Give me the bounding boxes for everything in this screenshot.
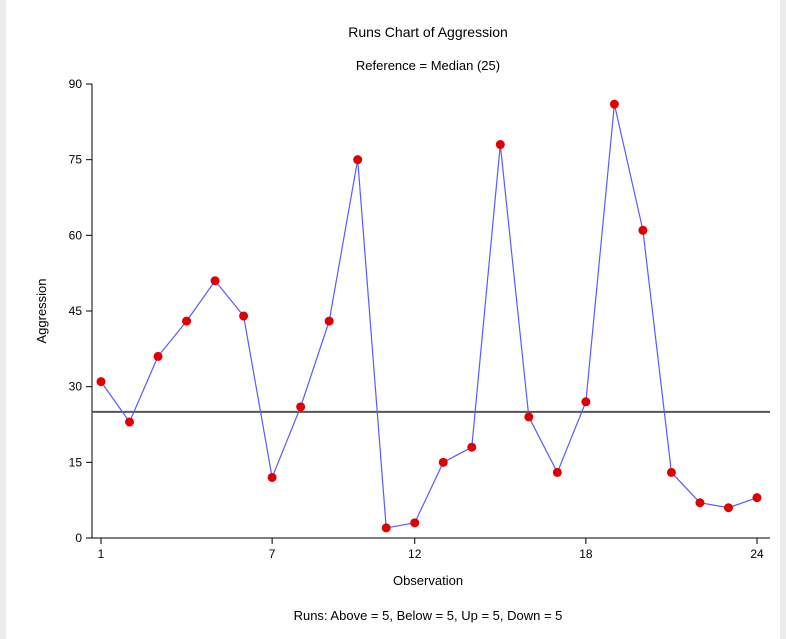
data-point: [125, 417, 135, 427]
data-point: [695, 498, 705, 508]
chart-title: Runs Chart of Aggression: [348, 24, 508, 40]
data-point: [581, 397, 591, 407]
x-axis-label: Observation: [393, 573, 463, 588]
series-line: [100, 104, 758, 529]
data-point: [96, 377, 106, 387]
data-point: [752, 493, 762, 503]
data-point: [666, 467, 676, 477]
data-point: [609, 99, 619, 109]
runs-chart: Runs Chart of Aggression Reference = Med…: [34, 24, 770, 623]
y-tick-label: 30: [69, 380, 83, 394]
y-tick-label: 45: [69, 304, 83, 318]
data-point: [296, 402, 306, 412]
data-point: [239, 311, 249, 321]
chart-subtitle: Reference = Median (25): [356, 58, 500, 73]
y-tick-label: 90: [69, 77, 83, 91]
data-point: [438, 457, 448, 467]
chart-panel: Runs Chart of Aggression Reference = Med…: [6, 0, 780, 639]
data-point: [210, 276, 220, 286]
data-point: [552, 467, 562, 477]
plot-area: 0 15 30 45 60 75 90 1 7 12 18 24: [69, 77, 770, 561]
y-tick-label: 60: [69, 228, 83, 242]
y-tick-label: 15: [69, 455, 83, 469]
data-point: [153, 351, 163, 361]
x-tick-label: 24: [750, 547, 764, 561]
data-point: [410, 518, 420, 528]
data-point: [467, 442, 477, 452]
data-point: [723, 503, 733, 513]
x-tick-label: 1: [98, 547, 105, 561]
x-tick-label: 18: [579, 547, 593, 561]
data-point: [638, 225, 648, 235]
data-point: [267, 472, 277, 482]
data-point: [495, 140, 505, 150]
runs-summary: Runs: Above = 5, Below = 5, Up = 5, Down…: [294, 608, 563, 623]
y-axis-label: Aggression: [34, 278, 49, 343]
y-tick-label: 75: [69, 153, 83, 167]
data-point: [381, 523, 391, 533]
x-tick-label: 7: [269, 547, 276, 561]
x-tick-label: 12: [408, 547, 422, 561]
data-point: [524, 412, 534, 422]
data-point: [324, 316, 334, 326]
y-tick-label: 0: [75, 531, 82, 545]
data-point: [182, 316, 192, 326]
data-point: [353, 155, 363, 165]
